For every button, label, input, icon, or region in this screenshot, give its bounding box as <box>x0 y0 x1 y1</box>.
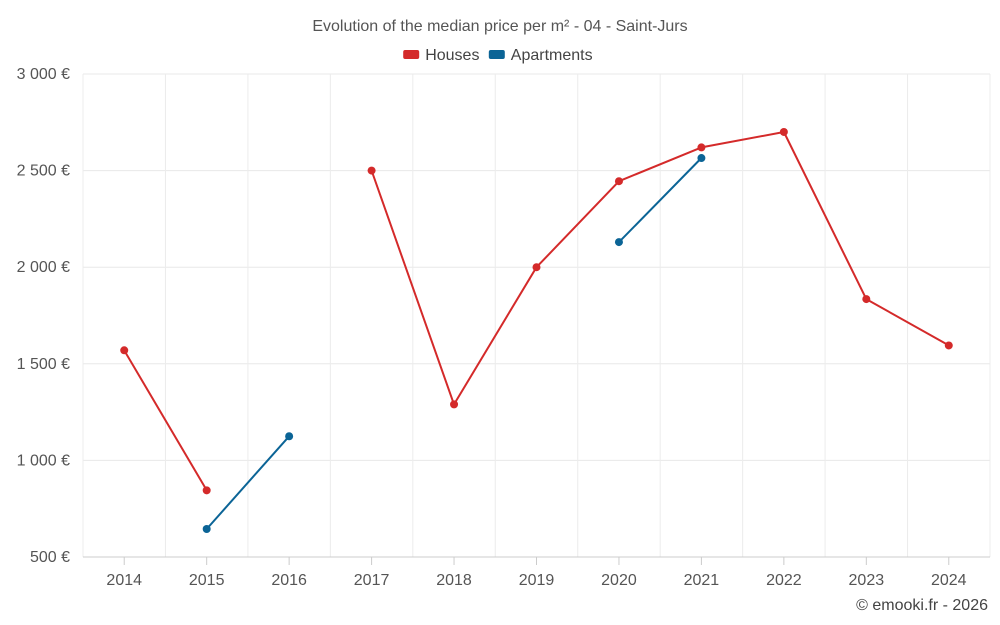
data-point-houses[interactable] <box>450 400 459 409</box>
y-tick-label: 500 € <box>30 549 70 566</box>
x-tick-label: 2024 <box>931 572 967 589</box>
data-point-apartments[interactable] <box>202 524 211 533</box>
legend[interactable]: Houses Apartments <box>403 47 593 64</box>
x-tick-label: 2020 <box>601 572 637 589</box>
legend-label: Houses <box>425 47 479 64</box>
data-point-houses[interactable] <box>614 177 623 186</box>
legend-item-apartments[interactable]: Apartments <box>488 47 593 64</box>
x-tick-label: 2022 <box>766 572 802 589</box>
grid <box>82 73 991 557</box>
legend-item-houses[interactable]: Houses <box>403 47 479 64</box>
series-layer <box>120 127 953 533</box>
series-line-apartments <box>618 157 703 243</box>
legend-swatch <box>403 50 420 59</box>
credit-text: © emooki.fr - 2026 <box>856 597 988 614</box>
data-point-apartments[interactable] <box>697 154 706 163</box>
series-apartments <box>202 154 706 533</box>
series-line-houses <box>370 131 950 406</box>
x-tick-label: 2018 <box>436 572 472 589</box>
series-line-apartments <box>205 435 290 530</box>
data-point-houses[interactable] <box>697 143 706 152</box>
legend-label: Apartments <box>511 47 593 64</box>
series-line-houses <box>123 349 208 491</box>
y-tick-label: 2 500 € <box>17 163 70 180</box>
axes: 500 € 1 000 € 1 500 € 2 000 € 2 500 € 3 000 €… <box>17 66 990 589</box>
y-tick-label: 1 000 € <box>17 452 70 469</box>
x-tick-label: 2021 <box>684 572 720 589</box>
x-tick-label: 2017 <box>354 572 390 589</box>
x-tick-label: 2023 <box>849 572 885 589</box>
series-houses <box>120 127 953 495</box>
data-point-houses[interactable] <box>532 263 541 272</box>
data-point-houses[interactable] <box>120 346 129 355</box>
y-tick-label: 2 000 € <box>17 259 70 276</box>
data-point-houses[interactable] <box>367 166 376 175</box>
data-point-houses[interactable] <box>862 295 871 304</box>
x-tick-label: 2014 <box>106 572 142 589</box>
x-tick-label: 2016 <box>271 572 307 589</box>
data-point-houses[interactable] <box>779 127 788 136</box>
y-tick-label: 1 500 € <box>17 356 70 373</box>
data-point-apartments[interactable] <box>285 432 294 441</box>
chart-title: Evolution of the median price per m² - 0… <box>312 18 687 35</box>
y-tick-label: 3 000 € <box>17 66 70 83</box>
x-tick-label: 2019 <box>519 572 555 589</box>
data-point-houses[interactable] <box>944 341 953 350</box>
data-point-houses[interactable] <box>202 486 211 495</box>
legend-swatch <box>488 50 505 59</box>
data-point-apartments[interactable] <box>614 238 623 247</box>
x-tick-label: 2015 <box>189 572 225 589</box>
